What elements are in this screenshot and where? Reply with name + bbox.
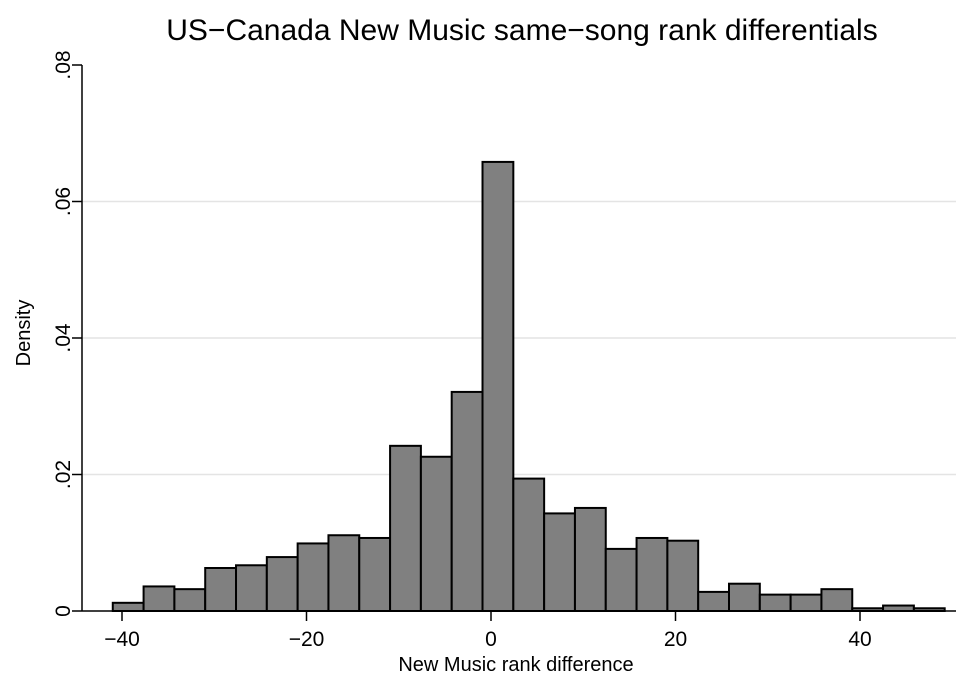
- histogram-bar: [512, 477, 546, 612]
- y-axis-ticks: 0 .02 .04 .06 .08: [52, 50, 82, 617]
- y-tick-label: .08: [52, 50, 75, 79]
- histogram-bar: [450, 390, 484, 613]
- y-tick-label: .04: [52, 323, 75, 353]
- histogram-bar: [697, 590, 731, 613]
- histogram-bars: [111, 160, 946, 613]
- histogram-bar: [758, 593, 792, 612]
- histogram-bar: [635, 536, 669, 612]
- histogram-bar: [820, 588, 854, 612]
- histogram-bar: [789, 593, 823, 612]
- x-tick-label: 0: [485, 628, 497, 651]
- histogram-bar: [389, 444, 422, 612]
- chart-title: US−Canada New Music same−song rank diffe…: [166, 14, 877, 47]
- histogram-bar: [573, 506, 607, 613]
- x-axis-ticks: −40 −20 0 20 40: [104, 611, 872, 651]
- histogram-bar: [481, 160, 515, 612]
- y-tick-label: 0: [52, 605, 75, 617]
- histogram-bar: [265, 556, 299, 613]
- x-tick-label: −40: [104, 628, 140, 651]
- y-tick-label: .06: [52, 187, 75, 216]
- x-axis-label: New Music rank difference: [398, 654, 633, 676]
- histogram-bar: [543, 512, 576, 613]
- histogram-bar: [419, 455, 453, 612]
- histogram-bar: [327, 534, 361, 612]
- histogram-bar: [666, 539, 700, 613]
- y-axis-label: Density: [13, 300, 35, 367]
- histogram-bar: [296, 542, 330, 612]
- x-tick-label: 20: [664, 628, 687, 651]
- y-tick-label: .02: [52, 460, 75, 489]
- histogram-bar: [882, 604, 915, 612]
- histogram-bar: [142, 585, 176, 612]
- histogram-bar: [204, 567, 238, 613]
- x-tick-label: 40: [848, 628, 871, 651]
- histogram-bar: [173, 588, 207, 612]
- grid-lines: [82, 200, 956, 476]
- histogram-bar: [111, 601, 145, 612]
- histogram-bar: [235, 564, 268, 613]
- histogram-bar: [604, 547, 638, 613]
- histogram-bar: [358, 536, 392, 612]
- x-tick-label: −20: [289, 628, 325, 651]
- histogram-bar: [728, 582, 761, 613]
